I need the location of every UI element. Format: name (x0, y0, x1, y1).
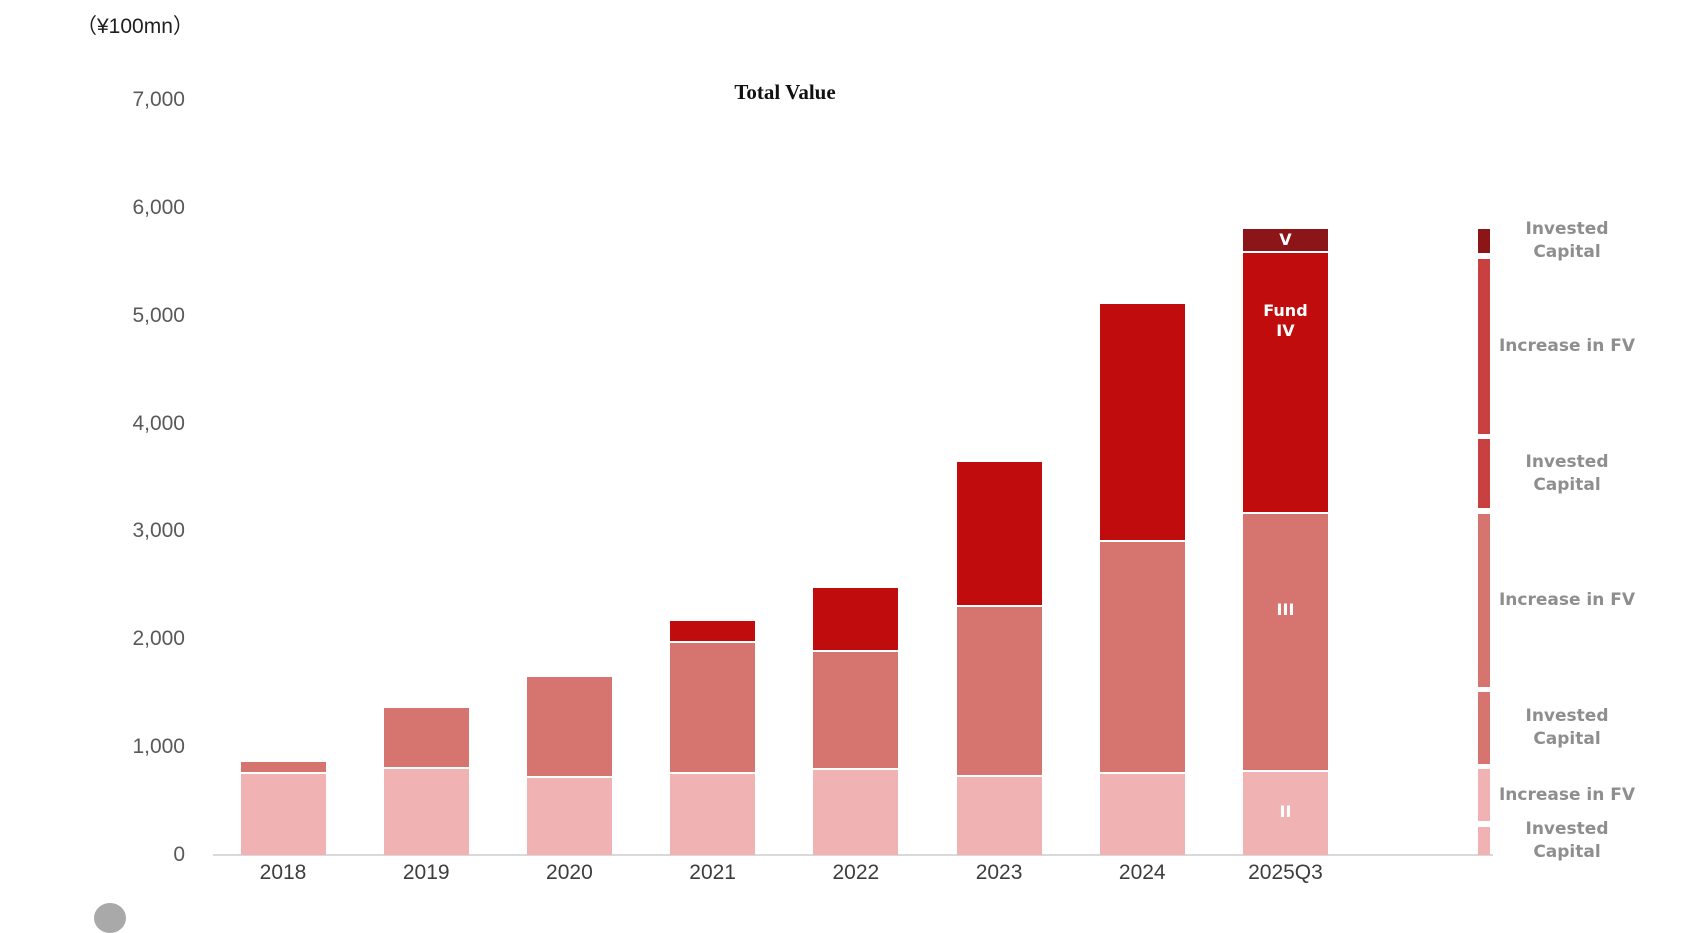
y-tick-label: 7,000 (132, 88, 185, 111)
bar-segment-2021-fund-iv (670, 620, 756, 641)
x-axis-label: 2019 (402, 861, 450, 884)
x-axis-label: 2018 (259, 861, 307, 884)
breakdown-label: Increase in FV (1498, 335, 1636, 356)
breakdown-segment-fund-iii (1478, 513, 1490, 687)
bar-segment-2024-fund-iv (1099, 304, 1185, 540)
y-tick-label: 0 (173, 843, 185, 866)
bar-segment-2018-fund-iii (240, 761, 326, 772)
bar-inner-label-fund-v: V (1279, 230, 1292, 250)
x-axis-label: 2024 (1118, 861, 1166, 884)
x-axis-label: 2025Q3 (1248, 861, 1323, 884)
y-tick-label: 2,000 (132, 627, 185, 651)
breakdown-segment-fund-iii (1478, 692, 1490, 764)
breakdown-segment-fund-ii (1478, 826, 1490, 855)
bar-segment-2024-fund-ii (1099, 771, 1185, 855)
breakdown-segment-fund-iv (1478, 439, 1490, 509)
breakdown-label: Invested Capital (1525, 218, 1609, 262)
bar-segment-2020-fund-ii (526, 776, 612, 855)
bar-segment-2022-fund-iii (813, 649, 899, 768)
x-axis-label: 2022 (832, 861, 880, 884)
chart-title: Total Value (734, 80, 836, 104)
bar-segment-2018-fund-ii (240, 771, 326, 855)
bar-segment-2021-fund-iii (670, 640, 756, 772)
breakdown-label: Invested Capital (1525, 818, 1609, 862)
cropped-footnote-mark (94, 903, 126, 933)
breakdown-label: Increase in FV (1498, 784, 1636, 805)
y-axis-unit-label: （¥100mn） (76, 15, 194, 38)
bar-segment-2023-fund-ii (956, 774, 1042, 855)
bar-segment-2024-fund-iii (1099, 539, 1185, 772)
breakdown-segment-fund-ii (1478, 769, 1490, 822)
x-axis-label: 2023 (975, 861, 1023, 884)
bar-segment-2023-fund-iii (956, 604, 1042, 775)
x-axis-label: 2020 (546, 861, 593, 884)
bar-segment-2019-fund-ii (383, 766, 469, 855)
bar-segment-2025Q3-fund-iv (1242, 251, 1328, 512)
bar-segment-2019-fund-iii (383, 707, 469, 767)
bar-segment-2020-fund-iii (526, 677, 612, 777)
y-tick-label: 1,000 (132, 735, 185, 759)
bar-segment-2025Q3-fund-iii (1242, 512, 1328, 770)
bar-segment-2022-fund-ii (813, 767, 899, 855)
y-tick-label: 5,000 (132, 303, 185, 327)
bar-segment-2021-fund-ii (670, 771, 756, 855)
bar-segment-2022-fund-iv (813, 587, 899, 650)
breakdown-label: Invested Capital (1525, 451, 1609, 495)
x-axis-label: 2021 (689, 861, 736, 884)
bar-segment-2025Q3-fund-v (1242, 229, 1328, 251)
bar-inner-label-fund-iii: III (1276, 599, 1295, 619)
bar-segment-2025Q3-fund-ii (1242, 769, 1328, 855)
y-tick-label: 6,000 (132, 195, 185, 219)
breakdown-segment-fund-v (1478, 228, 1490, 254)
bar-inner-label-fund-iv: Fund IV (1263, 301, 1308, 341)
breakdown-label: Invested Capital (1525, 706, 1609, 750)
bar-inner-label-fund-ii: II (1279, 802, 1292, 822)
breakdown-label: Increase in FV (1498, 589, 1636, 610)
x-axis-line (213, 854, 1493, 856)
breakdown-segment-fund-iv (1478, 258, 1490, 434)
y-tick-label: 4,000 (132, 411, 185, 435)
bar-segment-2023-fund-iv (956, 462, 1042, 605)
y-tick-label: 3,000 (132, 519, 185, 543)
